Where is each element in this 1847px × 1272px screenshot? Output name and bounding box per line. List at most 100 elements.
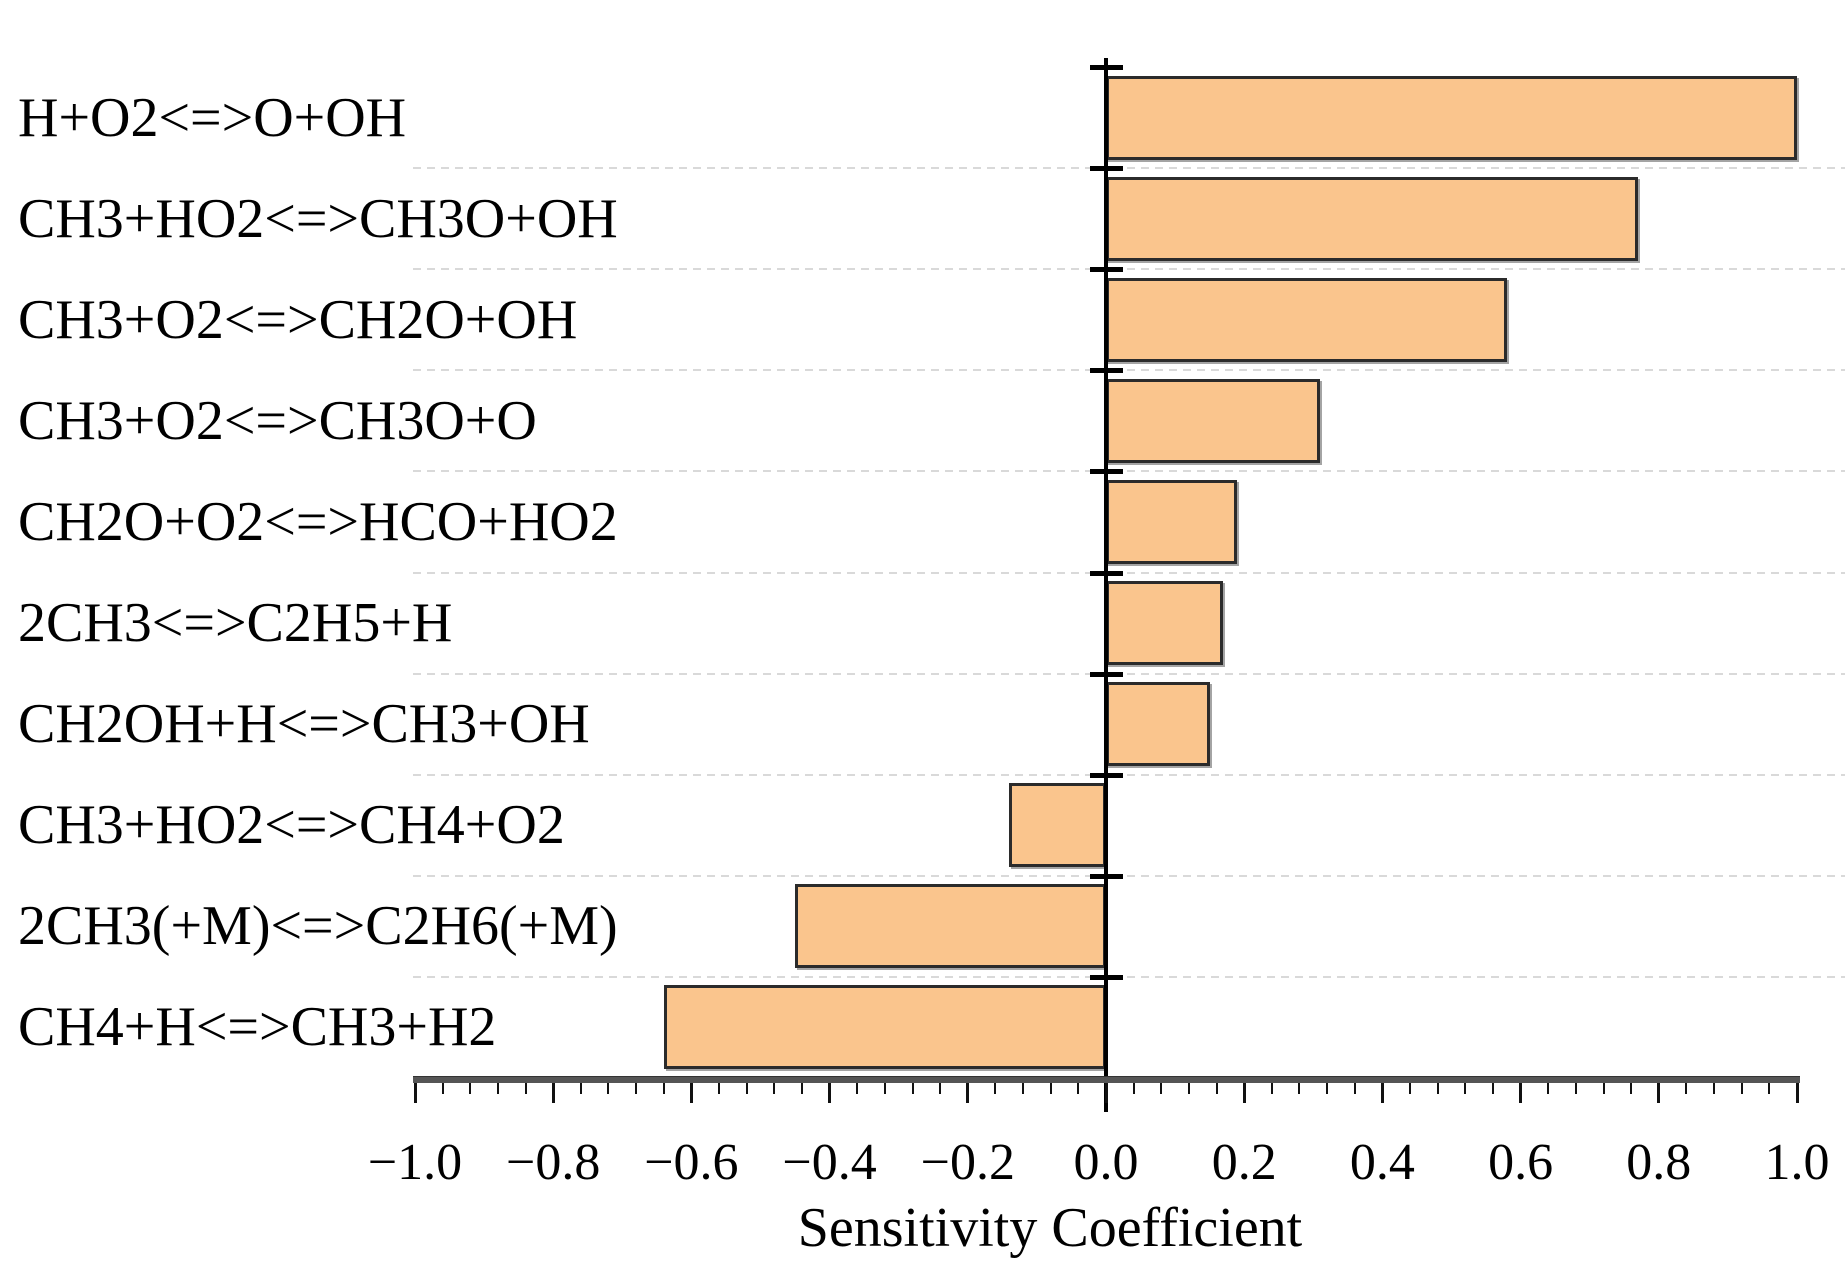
bar bbox=[1106, 479, 1238, 564]
x-axis-minor-tick bbox=[496, 1083, 499, 1094]
x-axis-minor-tick bbox=[1574, 1083, 1577, 1094]
y-axis-line bbox=[1104, 58, 1108, 1112]
gridline bbox=[413, 975, 1845, 978]
y-axis-category-tick bbox=[1090, 974, 1123, 980]
category-label: 2CH3(+M)<=>C2H6(+M) bbox=[18, 895, 618, 958]
x-axis-minor-tick bbox=[745, 1083, 748, 1094]
x-axis-minor-tick bbox=[800, 1083, 803, 1094]
x-axis-minor-tick bbox=[441, 1083, 444, 1094]
x-axis-minor-tick bbox=[1602, 1083, 1605, 1094]
x-axis-minor-tick bbox=[1298, 1083, 1301, 1094]
category-label: CH4+H<=>CH3+H2 bbox=[18, 996, 497, 1059]
gridline bbox=[413, 571, 1845, 574]
x-axis-tick-label: 0.6 bbox=[1488, 1134, 1554, 1191]
x-axis-minor-tick bbox=[1270, 1083, 1273, 1094]
x-axis-major-tick bbox=[1380, 1083, 1384, 1103]
x-axis-minor-tick bbox=[883, 1083, 886, 1094]
x-axis-title: Sensitivity Coefficient bbox=[797, 1197, 1303, 1259]
category-label: CH3+O2<=>CH2O+OH bbox=[18, 288, 578, 351]
x-axis-major-tick bbox=[1795, 1083, 1799, 1103]
x-axis-minor-tick bbox=[579, 1083, 582, 1094]
x-axis-tick-label: −0.4 bbox=[782, 1134, 877, 1191]
gridline bbox=[413, 773, 1845, 776]
y-axis-category-tick bbox=[1090, 469, 1123, 475]
x-axis-minor-tick bbox=[524, 1083, 527, 1094]
x-axis-major-tick bbox=[1242, 1083, 1246, 1103]
x-axis-tick-label: 0.2 bbox=[1211, 1134, 1277, 1191]
x-axis-minor-tick bbox=[607, 1083, 610, 1094]
x-axis-minor-tick bbox=[1326, 1083, 1329, 1094]
category-label: 2CH3<=>C2H5+H bbox=[18, 592, 453, 655]
x-axis-minor-tick bbox=[1630, 1083, 1633, 1094]
x-axis-minor-tick bbox=[718, 1083, 721, 1094]
gridline bbox=[413, 470, 1845, 473]
x-axis-minor-tick bbox=[1215, 1083, 1218, 1094]
x-axis-tick-label: −0.8 bbox=[506, 1134, 601, 1191]
bar bbox=[1106, 378, 1321, 463]
x-axis-minor-tick bbox=[1132, 1083, 1135, 1094]
category-label: CH3+HO2<=>CH4+O2 bbox=[18, 794, 565, 857]
y-axis-category-tick bbox=[1090, 166, 1123, 172]
y-axis-category-tick bbox=[1090, 65, 1123, 70]
x-axis-minor-tick bbox=[994, 1083, 997, 1094]
bar bbox=[663, 985, 1106, 1070]
bar bbox=[1106, 682, 1210, 767]
x-axis-line bbox=[413, 1076, 1800, 1083]
category-label: CH2O+O2<=>HCO+HO2 bbox=[18, 490, 618, 553]
x-axis-minor-tick bbox=[939, 1083, 942, 1094]
x-axis-minor-tick bbox=[1077, 1083, 1080, 1094]
x-axis-minor-tick bbox=[911, 1083, 914, 1094]
y-axis-category-tick bbox=[1090, 368, 1123, 374]
gridline bbox=[413, 874, 1845, 877]
x-axis-tick-label: −0.2 bbox=[920, 1134, 1015, 1191]
x-axis-minor-tick bbox=[1022, 1083, 1025, 1094]
x-axis-minor-tick bbox=[856, 1083, 859, 1094]
x-axis-major-tick bbox=[966, 1083, 970, 1103]
x-axis-tick-label: 0.4 bbox=[1349, 1134, 1415, 1191]
x-axis-tick-label: −1.0 bbox=[367, 1134, 463, 1191]
x-axis-minor-tick bbox=[1464, 1083, 1467, 1094]
bar bbox=[1106, 176, 1639, 261]
x-axis-minor-tick bbox=[1491, 1083, 1494, 1094]
x-axis-minor-tick bbox=[1740, 1083, 1743, 1094]
bar bbox=[1009, 783, 1106, 868]
bar bbox=[1106, 581, 1224, 666]
x-axis-minor-tick bbox=[1187, 1083, 1190, 1094]
x-axis-minor-tick bbox=[1685, 1083, 1688, 1094]
x-axis-minor-tick bbox=[635, 1083, 638, 1094]
x-axis-tick-label: 0.8 bbox=[1626, 1134, 1692, 1191]
bar bbox=[1106, 277, 1507, 362]
x-axis-minor-tick bbox=[773, 1083, 776, 1094]
y-axis-category-tick bbox=[1090, 671, 1123, 677]
x-axis-minor-tick bbox=[1436, 1083, 1439, 1094]
x-axis-major-tick bbox=[1519, 1083, 1523, 1103]
y-axis-category-tick bbox=[1090, 873, 1123, 879]
y-axis-category-tick bbox=[1090, 267, 1123, 273]
x-axis-major-tick bbox=[1104, 1083, 1108, 1103]
x-axis-tick-label: 1.0 bbox=[1764, 1134, 1830, 1191]
gridline bbox=[413, 167, 1845, 170]
x-axis-major-tick bbox=[1657, 1083, 1661, 1103]
gridline bbox=[413, 672, 1845, 675]
x-axis-major-tick bbox=[413, 1083, 417, 1103]
x-axis-minor-tick bbox=[662, 1083, 665, 1094]
x-axis-major-tick bbox=[551, 1083, 555, 1103]
category-label: CH2OH+H<=>CH3+OH bbox=[18, 693, 590, 756]
category-label: H+O2<=>O+OH bbox=[18, 86, 407, 149]
bar bbox=[1106, 75, 1797, 160]
x-axis-minor-tick bbox=[1160, 1083, 1163, 1094]
x-axis-minor-tick bbox=[1547, 1083, 1550, 1094]
x-axis-minor-tick bbox=[1049, 1083, 1052, 1094]
category-label: CH3+O2<=>CH3O+O bbox=[18, 389, 537, 452]
x-axis-minor-tick bbox=[469, 1083, 472, 1094]
gridline bbox=[413, 268, 1845, 271]
bar bbox=[795, 884, 1106, 969]
x-axis-major-tick bbox=[828, 1083, 832, 1103]
x-axis-minor-tick bbox=[1409, 1083, 1412, 1094]
x-axis-tick-label: 0.0 bbox=[1073, 1134, 1139, 1191]
category-label: CH3+HO2<=>CH3O+OH bbox=[18, 187, 618, 250]
y-axis-category-tick bbox=[1090, 570, 1123, 576]
x-axis-minor-tick bbox=[1768, 1083, 1771, 1094]
x-axis-minor-tick bbox=[1353, 1083, 1356, 1094]
